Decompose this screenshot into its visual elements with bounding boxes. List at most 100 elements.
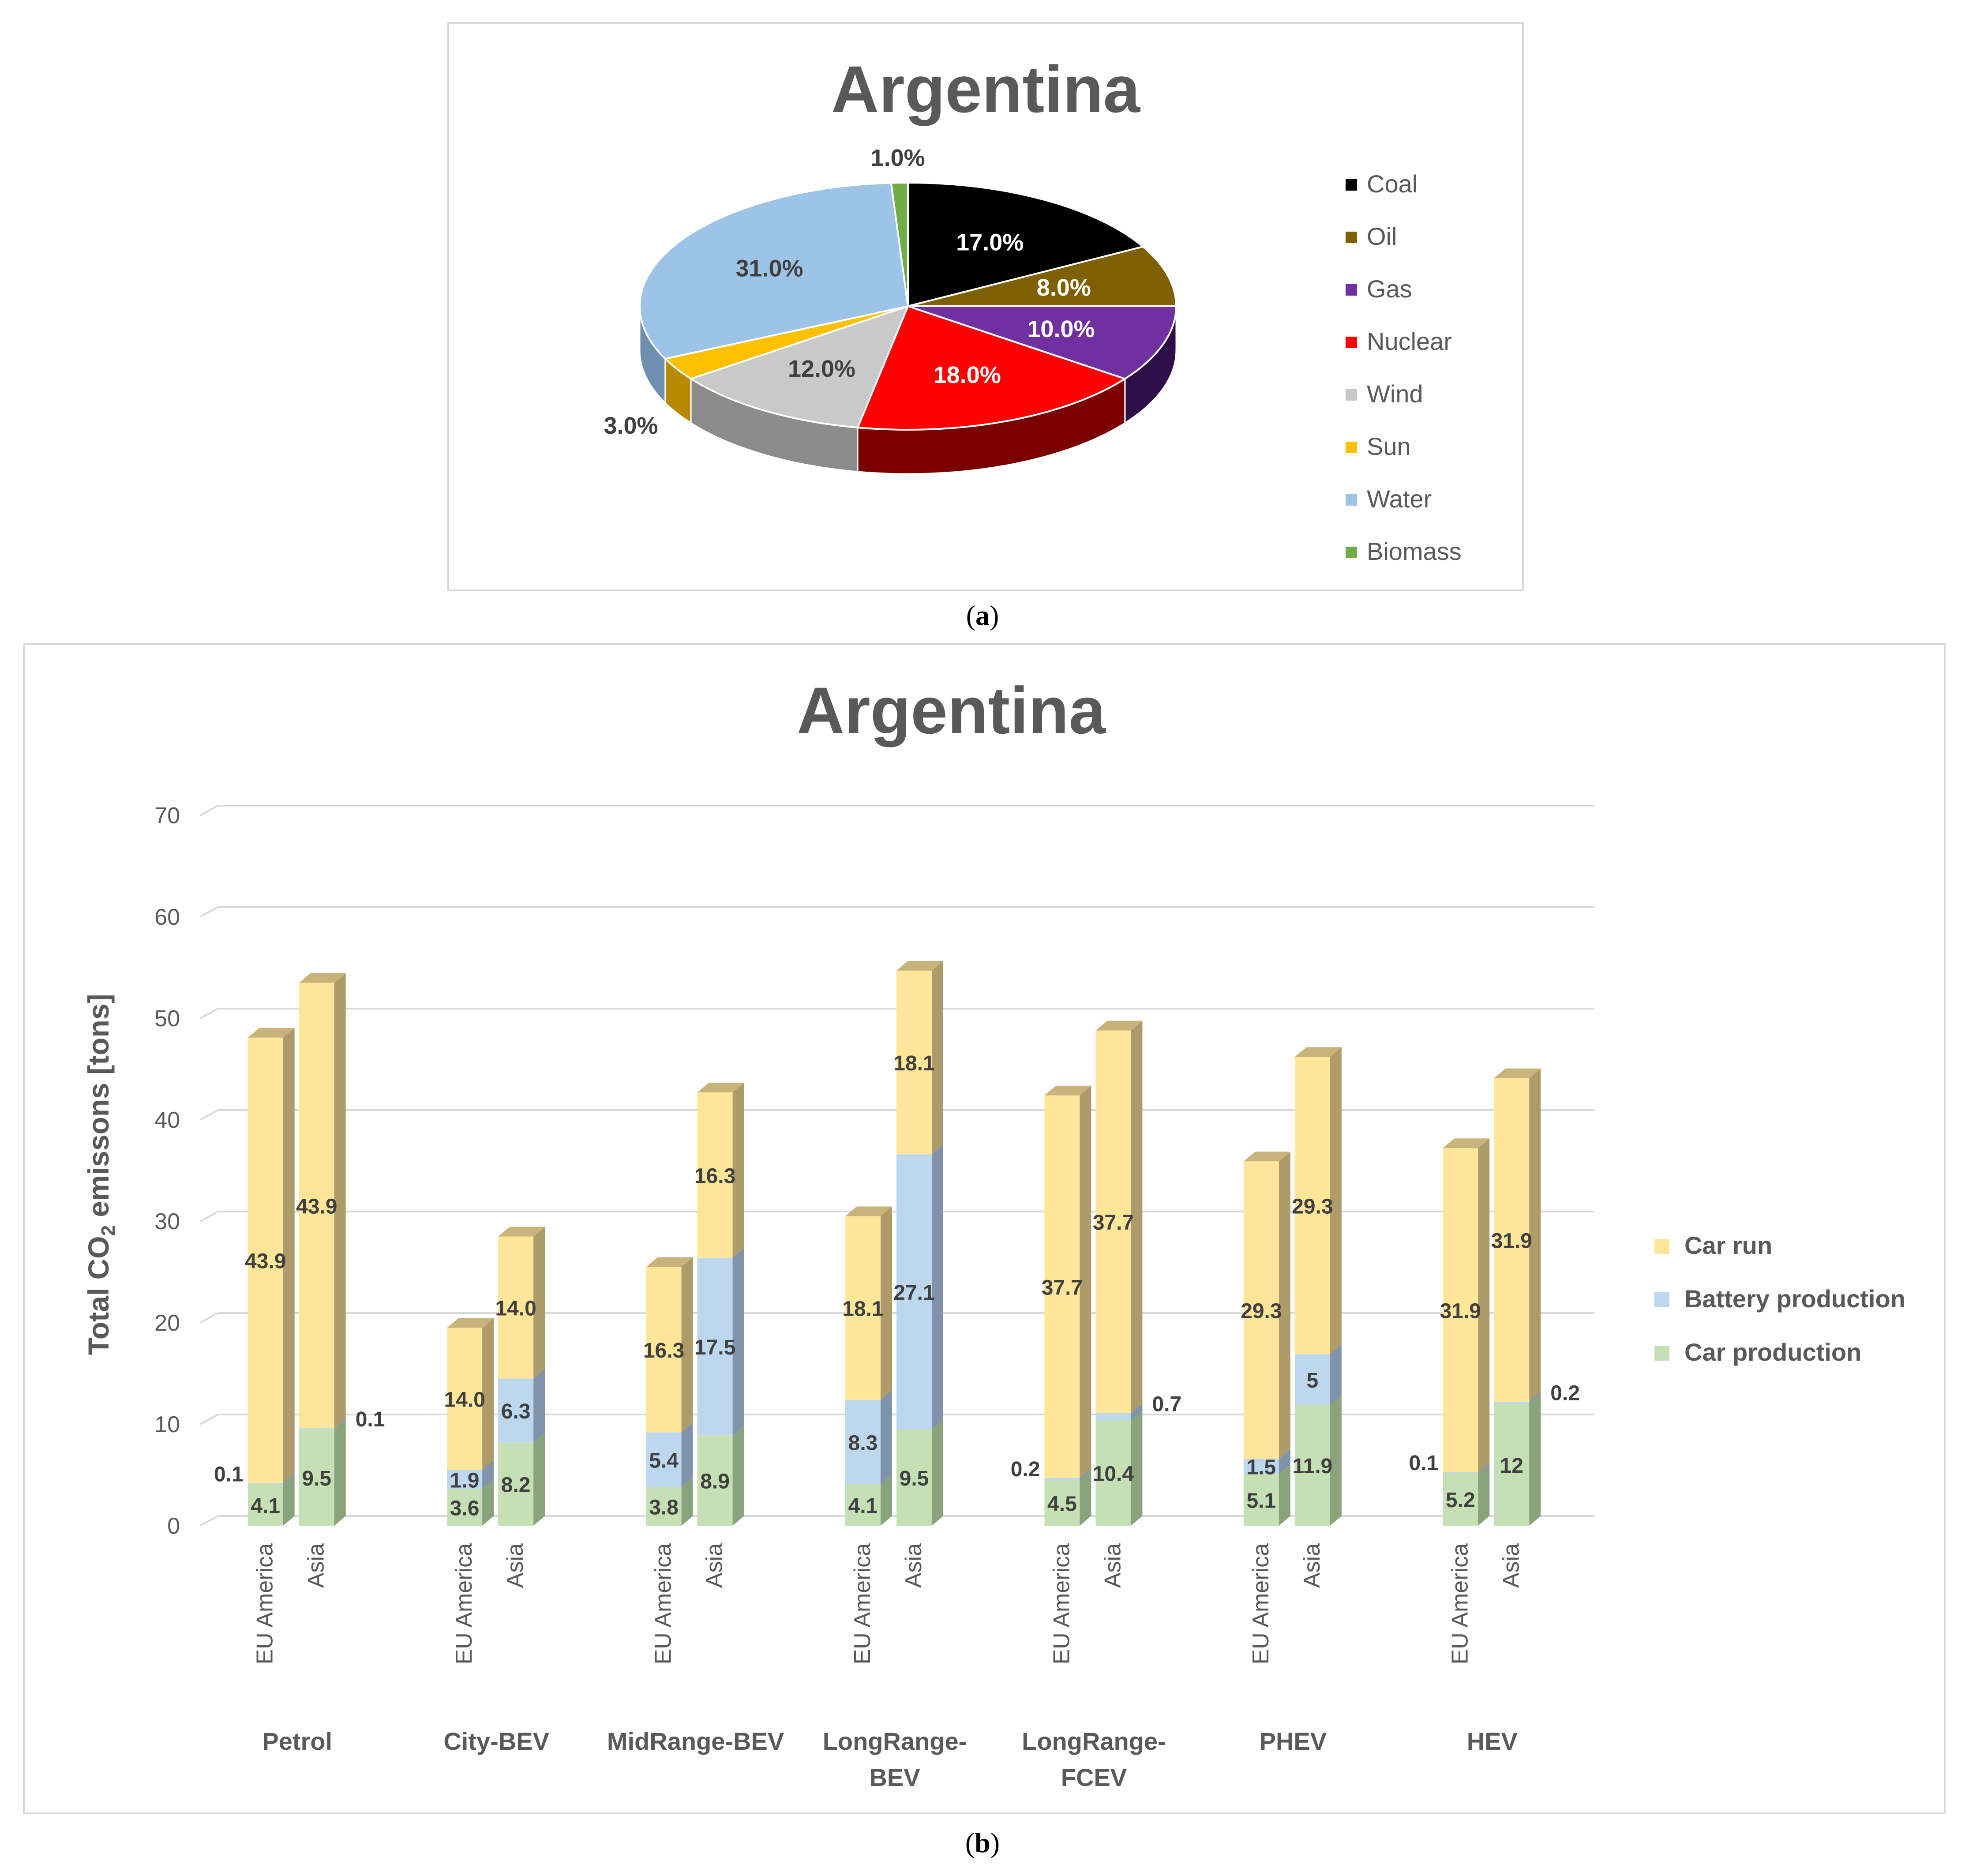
bar-hev-asia-car-run-side xyxy=(1529,1068,1541,1402)
x-group-label-phev: PHEV xyxy=(1260,1727,1327,1755)
bar-hev-eu-america xyxy=(1443,1138,1490,1526)
bar-petrol-eu-america-car-run-side xyxy=(283,1028,295,1483)
data-label-phev-eu-america-battery-production: 1.5 xyxy=(1246,1456,1276,1479)
caption-a: (a) xyxy=(966,600,999,631)
legend-label-biomass: Biomass xyxy=(1367,537,1462,565)
bar-petrol-asia-car-production-side xyxy=(334,1419,346,1526)
data-label-longrange-bev-eu-america-car-production: 4.1 xyxy=(848,1494,878,1518)
data-label-midrange-bev-eu-america-battery-production: 5.4 xyxy=(649,1449,679,1473)
bar-hev-asia-battery-production-side xyxy=(1529,1392,1541,1404)
bar-city-bev-asia-car-run-top xyxy=(498,1227,545,1237)
bar-phev-asia-battery-production-front xyxy=(1294,1354,1330,1405)
bar-petrol-asia-car-production-front xyxy=(299,1429,334,1526)
bar-city-bev-eu-america-car-run-top xyxy=(447,1318,494,1328)
bar-longrange-fcev-eu-america-car-production-side xyxy=(1080,1470,1091,1526)
bar-midrange-bev-asia-car-production-side xyxy=(732,1426,744,1526)
pie-label-gas: 10.0% xyxy=(1027,316,1095,342)
data-label-longrange-bev-eu-america-battery-production: 8.3 xyxy=(848,1431,878,1455)
legend-label-sun: Sun xyxy=(1367,432,1411,460)
bar-longrange-bev-eu-america-car-run-top xyxy=(845,1206,892,1216)
x-sub-label-petrol-eu-america: EU America xyxy=(252,1543,278,1665)
chart-title: Argentina xyxy=(797,673,1106,747)
x-group-label-longrange-fcev: LongRange- xyxy=(1022,1727,1166,1755)
bar-city-bev-eu-america-car-production-side xyxy=(482,1479,494,1526)
bar-hev-asia-car-run-top xyxy=(1494,1068,1541,1078)
bar-longrange-bev-eu-america-car-production-front xyxy=(845,1484,881,1526)
pie-label-nuclear: 18.0% xyxy=(934,362,1001,388)
data-label-midrange-bev-eu-america-car-production: 3.8 xyxy=(649,1496,679,1519)
bar-petrol-asia-battery-production-front xyxy=(299,1428,334,1430)
legend-swatch-sun xyxy=(1346,442,1357,453)
bar-longrange-fcev-eu-america-car-run-front xyxy=(1044,1095,1080,1478)
bar-longrange-bev-eu-america-car-run-front xyxy=(845,1216,881,1400)
data-label-midrange-bev-asia-battery-production: 17.5 xyxy=(694,1336,735,1359)
bar-hev-asia-battery-production-front xyxy=(1494,1402,1530,1404)
pie-chart: Argentina 17.0% 8.0% 10.0% 18.0% 12.0% 3.0% 31.… xyxy=(604,52,1462,565)
bar-petrol-eu-america xyxy=(248,1028,295,1526)
y-tick-label-60: 60 xyxy=(154,904,180,930)
bar-hev-asia-car-run-front xyxy=(1494,1078,1530,1402)
bar-longrange-fcev-eu-america-battery-production-front xyxy=(1044,1478,1080,1480)
data-label-longrange-fcev-eu-america-battery-production: 0.2 xyxy=(1011,1458,1040,1481)
bar-midrange-bev-asia-car-production-front xyxy=(697,1435,733,1526)
bar-hev-asia-car-production-side xyxy=(1529,1394,1541,1526)
bar-longrange-fcev-asia-car-run-front xyxy=(1095,1030,1131,1413)
bar-longrange-bev-asia-car-production-side xyxy=(932,1419,943,1526)
bar-city-bev-eu-america xyxy=(447,1318,494,1526)
bar-phev-eu-america-car-run-top xyxy=(1243,1152,1290,1162)
chart-title: Argentina xyxy=(831,52,1141,126)
pie-slice-biomass xyxy=(890,181,909,307)
legend-label-water: Water xyxy=(1367,485,1432,513)
bar-chart-panel: Argentina 0 10 20 30 40 50 60 70 Total CO2 emisso… xyxy=(23,643,1946,1814)
y-tick-label-50: 50 xyxy=(154,1006,180,1032)
bar-petrol-eu-america-car-production-side xyxy=(283,1474,295,1526)
x-sub-label-phev-eu-america: EU America xyxy=(1248,1543,1274,1665)
bar-phev-eu-america-car-run-side xyxy=(1279,1152,1290,1459)
bar-longrange-fcev-asia-car-run-side xyxy=(1131,1021,1143,1413)
bar-midrange-bev-asia-car-run-front xyxy=(697,1092,733,1258)
legend-swatch-oil xyxy=(1346,232,1357,243)
legend-label-car-run: Car run xyxy=(1684,1231,1772,1259)
data-label-city-bev-eu-america-car-run: 14.0 xyxy=(444,1388,485,1412)
data-label-hev-eu-america-car-production: 5.2 xyxy=(1446,1489,1475,1512)
bar-phev-eu-america-car-production-side xyxy=(1279,1464,1290,1526)
bar-city-bev-eu-america-car-run-side xyxy=(482,1318,494,1470)
bar-longrange-fcev-asia-battery-production-side xyxy=(1131,1403,1143,1420)
data-label-hev-asia-battery-production: 0.2 xyxy=(1550,1381,1580,1405)
bar-midrange-bev-eu-america-car-run-side xyxy=(681,1257,693,1433)
x-sub-label-city-bev-asia: Asia xyxy=(502,1543,528,1588)
pie-slice-oil xyxy=(908,245,1178,307)
x-sub-label-longrange-bev-asia: Asia xyxy=(901,1543,926,1588)
x-sub-label-longrange-bev-eu-america: EU America xyxy=(850,1543,875,1665)
y-axis-title: Total CO2 emissons [tons] xyxy=(82,994,119,1355)
y-tick-label-10: 10 xyxy=(154,1412,180,1437)
x-sub-label-phev-asia: Asia xyxy=(1299,1543,1325,1588)
bar-city-bev-asia-battery-production-front xyxy=(498,1378,534,1443)
bar-longrange-bev-asia-battery-production-side xyxy=(932,1144,943,1430)
bar-petrol-asia-battery-production-side xyxy=(334,1418,346,1430)
bar-longrange-fcev-asia-car-production-side xyxy=(1131,1410,1143,1526)
bar-longrange-bev-eu-america-car-production-side xyxy=(881,1474,892,1526)
bar-hev-eu-america-battery-production-side xyxy=(1478,1462,1490,1473)
bar-city-bev-eu-america-battery-production-side xyxy=(482,1460,494,1490)
bar-hev-eu-america-car-production-front xyxy=(1443,1473,1478,1526)
legend-label-coal: Coal xyxy=(1367,170,1418,198)
legend-swatch-battery-production xyxy=(1654,1292,1669,1307)
bar-hev-asia-car-production-front xyxy=(1494,1404,1530,1526)
bar-city-bev-asia xyxy=(498,1227,545,1526)
bar-phev-asia-car-run-front xyxy=(1294,1057,1330,1354)
data-label-longrange-bev-asia-car-run: 18.1 xyxy=(893,1052,934,1075)
legend-swatch-wind xyxy=(1346,389,1357,401)
legend-swatch-car-production xyxy=(1654,1346,1669,1361)
pie-label-water: 31.0% xyxy=(735,255,803,281)
bar-longrange-bev-eu-america-battery-production-side xyxy=(881,1390,892,1484)
data-label-hev-asia-car-production: 12 xyxy=(1500,1454,1523,1478)
gridline-stub-40 xyxy=(200,1109,218,1121)
bar-longrange-bev-eu-america xyxy=(845,1206,892,1526)
bar-midrange-bev-eu-america-battery-production-front xyxy=(646,1432,682,1487)
bar-longrange-bev-asia-car-run-top xyxy=(896,961,943,971)
bar-phev-eu-america xyxy=(1243,1152,1290,1526)
bar-longrange-fcev-eu-america-car-run-side xyxy=(1080,1085,1091,1478)
data-label-city-bev-asia-battery-production: 6.3 xyxy=(501,1400,531,1423)
data-label-hev-eu-america-battery-production: 0.1 xyxy=(1409,1452,1439,1475)
